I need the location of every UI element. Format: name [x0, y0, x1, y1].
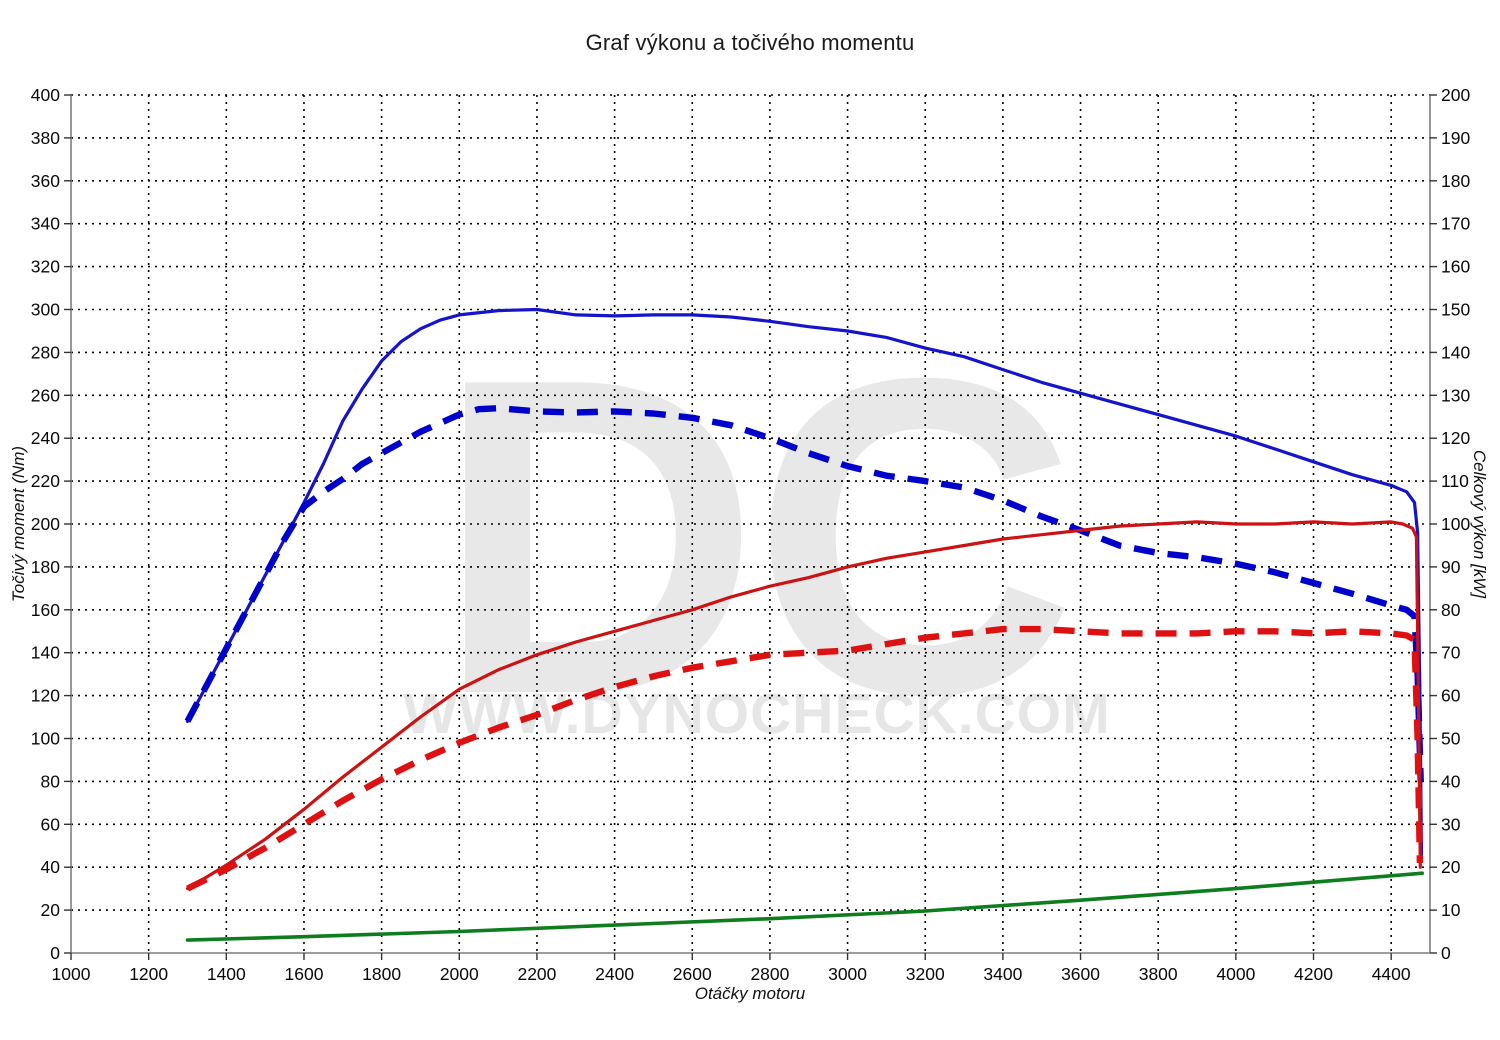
tick-label: 200	[31, 514, 60, 534]
tick-label: 2400	[595, 964, 634, 984]
tick-label: 240	[31, 428, 60, 448]
tick-label: 40	[41, 857, 61, 877]
tick-label: 260	[31, 385, 60, 405]
tick-label: 400	[31, 85, 60, 105]
torque-stock-curve	[184, 405, 1424, 782]
tick-label: 130	[1441, 385, 1470, 405]
tick-label: 1200	[129, 964, 168, 984]
power-stock-curve	[186, 625, 1424, 892]
tick-label: 1400	[207, 964, 246, 984]
torque-tuned-curve	[185, 307, 1424, 859]
y-right-axis-label: Celkový výkon [kW]	[1470, 450, 1489, 600]
grid-lines	[71, 94, 1430, 953]
tick-label: 180	[31, 557, 60, 577]
tick-label: 2000	[440, 964, 479, 984]
tick-label: 20	[1441, 857, 1461, 877]
tick-label: 2800	[750, 964, 789, 984]
tick-label: 320	[31, 257, 60, 277]
tick-label: 2600	[673, 964, 712, 984]
tick-label: 150	[1441, 300, 1470, 320]
tick-label: 70	[1441, 643, 1461, 663]
tick-label: 100	[1441, 514, 1470, 534]
tick-label: 0	[50, 943, 60, 963]
tick-label: 90	[1441, 557, 1461, 577]
tick-label: 160	[31, 600, 60, 620]
tick-label: 1600	[285, 964, 324, 984]
tick-label: 170	[1441, 214, 1470, 234]
tick-label: 3200	[906, 964, 945, 984]
tick-label: 380	[31, 128, 60, 148]
tick-marks-and-labels: 0204060801001201401601802002202402602803…	[31, 85, 1471, 984]
tick-label: 3600	[1061, 964, 1100, 984]
tick-label: 4400	[1372, 964, 1411, 984]
tick-label: 4000	[1216, 964, 1255, 984]
tick-label: 160	[1441, 257, 1470, 277]
tick-label: 2200	[517, 964, 556, 984]
tick-label: 40	[1441, 771, 1461, 791]
tick-label: 120	[31, 686, 60, 706]
tick-label: 3800	[1139, 964, 1178, 984]
tick-label: 1800	[362, 964, 401, 984]
curves	[184, 307, 1424, 942]
tick-label: 30	[1441, 814, 1461, 834]
chart-title: Graf výkonu a točivého momentu	[585, 30, 915, 55]
tick-label: 20	[41, 900, 61, 920]
tick-label: 4200	[1294, 964, 1333, 984]
baseline-curve	[185, 871, 1424, 942]
tick-label: 80	[41, 771, 61, 791]
tick-label: 280	[31, 342, 60, 362]
tick-label: 120	[1441, 428, 1470, 448]
tick-label: 60	[41, 814, 61, 834]
tick-label: 80	[1441, 600, 1461, 620]
watermark: DC WWW.DYNOCHECK.COM	[403, 286, 1110, 788]
tick-label: 3000	[828, 964, 867, 984]
tick-label: 190	[1441, 128, 1470, 148]
tick-label: 1000	[52, 964, 91, 984]
tick-label: 100	[31, 729, 60, 749]
tick-label: 10	[1441, 900, 1461, 920]
tick-label: 360	[31, 171, 60, 191]
power-tuned-curve	[185, 520, 1422, 891]
watermark-url-text: WWW.DYNOCHECK.COM	[403, 682, 1110, 746]
tick-label: 110	[1441, 471, 1469, 491]
tick-label: 50	[1441, 729, 1461, 749]
tick-label: 0	[1441, 943, 1451, 963]
tick-label: 140	[31, 643, 60, 663]
tick-label: 340	[31, 214, 60, 234]
tick-label: 180	[1441, 171, 1470, 191]
tick-label: 220	[31, 471, 60, 491]
x-axis-label: Otáčky motoru	[695, 984, 806, 1003]
watermark-initials-text: DC	[435, 286, 1069, 788]
tick-label: 140	[1441, 342, 1470, 362]
tick-label: 200	[1441, 85, 1470, 105]
tick-label: 3400	[983, 964, 1022, 984]
tick-label: 60	[1441, 686, 1461, 706]
y-left-axis-label: Točivý moment (Nm)	[9, 446, 28, 602]
tick-label: 300	[31, 300, 60, 320]
